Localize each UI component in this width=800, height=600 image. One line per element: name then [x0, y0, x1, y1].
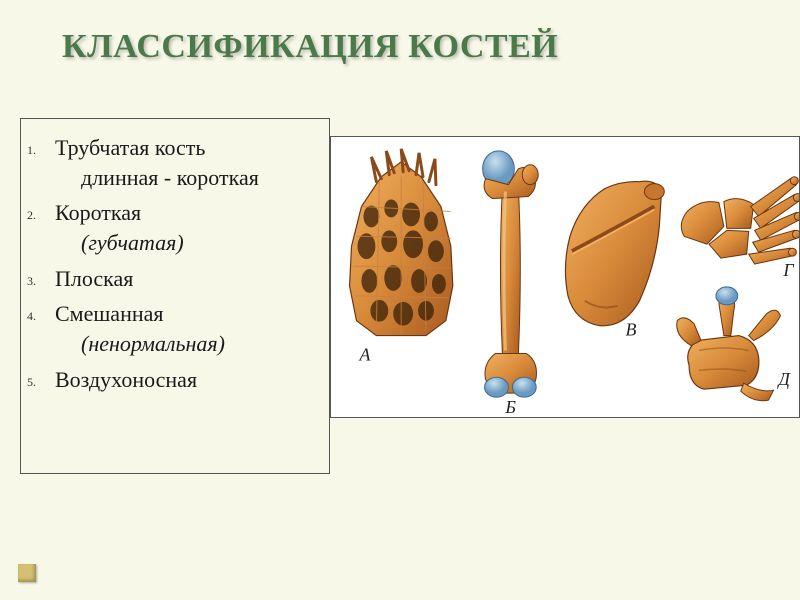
list-item: Плоская: [49, 264, 317, 294]
list-item: Воздухоносная: [49, 365, 317, 395]
item-sub: длинная - короткая: [55, 163, 317, 193]
item-main: Смешанная: [55, 301, 164, 326]
label-d: Д: [776, 369, 791, 389]
bone-b-tubular: [483, 151, 539, 397]
label-a: А: [358, 344, 370, 364]
item-main: Плоская: [55, 266, 133, 291]
label-c: В: [626, 320, 637, 340]
bone-g-short: [681, 177, 799, 264]
item-main: Короткая: [55, 200, 141, 225]
list-item: Трубчатая кость длинная - короткая: [49, 133, 317, 192]
item-main: Воздухоносная: [55, 367, 197, 392]
bone-figure: А Б В Г Д: [330, 136, 800, 418]
classification-panel: Трубчатая кость длинная - короткая Корот…: [20, 118, 330, 474]
bone-c-flat: [565, 181, 664, 326]
slide-title: КЛАССИФИКАЦИЯ КОСТЕЙ: [0, 0, 800, 66]
item-sub: (губчатая): [55, 228, 317, 258]
corner-bullet-icon: [18, 564, 36, 582]
list-item: Смешанная (ненормальная): [49, 299, 317, 358]
bone-d-mixed: [677, 287, 781, 401]
list-item: Короткая (губчатая): [49, 198, 317, 257]
bone-a-pneumatic: [350, 149, 453, 336]
bone-illustration: А Б В Г Д: [331, 137, 799, 417]
label-b: Б: [504, 397, 516, 417]
label-g: Г: [782, 260, 794, 280]
item-main: Трубчатая кость: [55, 135, 205, 160]
classification-list: Трубчатая кость длинная - короткая Корот…: [49, 133, 317, 395]
item-sub: (ненормальная): [55, 329, 317, 359]
